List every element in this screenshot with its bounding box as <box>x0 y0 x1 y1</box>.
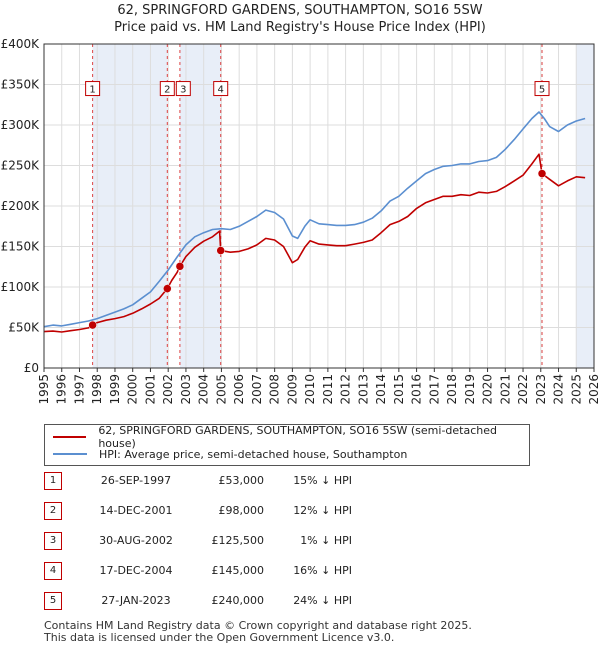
sale-point <box>88 320 97 330</box>
sale-marker-label: 2 <box>164 85 170 96</box>
sale-hpi-diff: 12% ↓ HPI <box>293 504 352 517</box>
sale-date: 26-SEP-1997 <box>100 474 172 487</box>
chart-subtitle: Price paid vs. HM Land Registry's House … <box>114 20 486 35</box>
x-tick-label: 2024 <box>552 374 566 405</box>
table-row: 4 17-DEC-2004 £145,000 16% ↓ HPI <box>44 562 444 580</box>
table-row: 2 14-DEC-2001 £98,000 12% ↓ HPI <box>44 502 444 520</box>
footer-copyright: Contains HM Land Registry data © Crown c… <box>44 619 472 632</box>
sale-marker-label: 3 <box>180 85 186 96</box>
sale-price: £53,000 <box>218 474 265 487</box>
x-tick-label: 1995 <box>37 374 51 405</box>
x-tick-label: 2023 <box>534 374 548 405</box>
x-tick-label: 2017 <box>427 374 441 405</box>
x-tick-label: 2004 <box>197 374 211 405</box>
x-tick-label: 2021 <box>498 374 512 405</box>
y-tick-label: £250K <box>1 159 41 173</box>
sale-point <box>537 169 547 178</box>
x-tick-label: 2013 <box>356 374 370 405</box>
sale-number-badge: 1 <box>44 472 62 490</box>
sale-marker-box <box>534 81 550 97</box>
sale-marker-box <box>159 81 175 97</box>
sale-marker-box <box>85 81 101 97</box>
sale-price: £145,000 <box>211 564 265 577</box>
x-tick-label: 2001 <box>143 374 157 405</box>
footer-license: This data is licensed under the Open Gov… <box>44 631 395 644</box>
x-tick-label: 2010 <box>303 374 317 405</box>
x-tick-label: 2019 <box>463 374 477 405</box>
x-tick-label: 2015 <box>392 374 406 405</box>
x-tick-label: 1997 <box>72 374 86 405</box>
legend-label-hpi: HPI: Average price, semi-detached house,… <box>99 447 408 461</box>
legend-swatch-hpi <box>53 453 87 455</box>
sale-number-badge: 3 <box>44 532 62 550</box>
x-tick-label: 2011 <box>321 374 335 405</box>
sale-number-badge: 4 <box>44 562 62 580</box>
sale-point <box>163 284 172 293</box>
sale-hpi-diff: 24% ↓ HPI <box>293 594 352 607</box>
y-tick-label: £150K <box>1 240 41 254</box>
x-tick-label: 2000 <box>126 374 140 405</box>
sale-price: £125,500 <box>211 534 265 547</box>
x-tick-label: 2009 <box>285 374 299 405</box>
x-tick-label: 2005 <box>214 374 228 405</box>
sale-marker-box <box>175 81 191 97</box>
x-tick-label: 2022 <box>516 374 530 405</box>
x-tick-label: 2014 <box>374 374 388 405</box>
legend-item-price: 62, SPRINGFORD GARDENS, SOUTHAMPTON, SO1… <box>53 424 529 450</box>
y-tick-label: £350K <box>1 78 41 92</box>
sale-hpi-diff: 15% ↓ HPI <box>293 474 352 487</box>
x-tick-label: 2008 <box>268 374 282 405</box>
x-tick-label: 2012 <box>339 374 353 405</box>
legend-label-price: 62, SPRINGFORD GARDENS, SOUTHAMPTON, SO1… <box>98 424 497 450</box>
sale-date: 30-AUG-2002 <box>99 534 173 547</box>
sale-hpi-diff: 1% ↓ HPI <box>300 534 352 547</box>
x-tick-label: 2003 <box>179 374 193 405</box>
table-row: 3 30-AUG-2002 £125,500 1% ↓ HPI <box>44 532 444 550</box>
x-tick-label: 2025 <box>569 374 583 405</box>
y-tick-label: £400K <box>1 37 41 51</box>
price-paid-line <box>43 153 586 333</box>
y-tick-label: £0 <box>24 361 39 375</box>
table-row: 5 27-JAN-2023 £240,000 24% ↓ HPI <box>44 592 444 610</box>
y-tick-label: £100K <box>1 280 41 294</box>
y-tick-label: £300K <box>1 118 41 132</box>
x-tick-label: 2016 <box>410 374 424 405</box>
sale-date: 14-DEC-2001 <box>99 504 173 517</box>
legend-item-hpi: HPI: Average price, semi-detached house,… <box>53 446 407 462</box>
x-tick-label: 2026 <box>587 374 600 405</box>
x-tick-label: 2018 <box>445 374 459 405</box>
sale-price: £98,000 <box>218 504 265 517</box>
sale-marker-label: 5 <box>539 85 545 96</box>
sale-marker-box <box>213 81 229 97</box>
hpi-line <box>43 111 586 328</box>
sale-point <box>216 246 225 255</box>
sale-marker-label: 4 <box>218 85 224 96</box>
legend-swatch-price <box>53 436 87 438</box>
x-tick-label: 2007 <box>250 374 264 405</box>
plot-frame <box>43 43 595 369</box>
legend: 62, SPRINGFORD GARDENS, SOUTHAMPTON, SO1… <box>44 424 530 466</box>
table-row: 1 26-SEP-1997 £53,000 15% ↓ HPI <box>44 472 444 490</box>
x-tick-label: 2006 <box>232 374 246 405</box>
sale-date: 27-JAN-2023 <box>101 594 171 607</box>
x-tick-label: 2002 <box>161 374 175 405</box>
x-tick-label: 1999 <box>108 374 122 405</box>
x-tick-label: 2020 <box>481 374 495 405</box>
sale-number-badge: 5 <box>44 592 62 610</box>
chart-title: 62, SPRINGFORD GARDENS, SOUTHAMPTON, SO1… <box>117 3 483 18</box>
y-tick-label: £200K <box>1 199 41 213</box>
sale-marker-label: 1 <box>89 85 95 96</box>
sale-price: £240,000 <box>211 594 265 607</box>
sale-number-badge: 2 <box>44 502 62 520</box>
x-tick-label: 1998 <box>90 374 104 405</box>
y-tick-label: £50K <box>8 321 40 335</box>
sale-hpi-diff: 16% ↓ HPI <box>293 564 352 577</box>
sale-date: 17-DEC-2004 <box>99 564 173 577</box>
sale-point <box>175 262 185 271</box>
x-tick-label: 1996 <box>55 374 69 405</box>
